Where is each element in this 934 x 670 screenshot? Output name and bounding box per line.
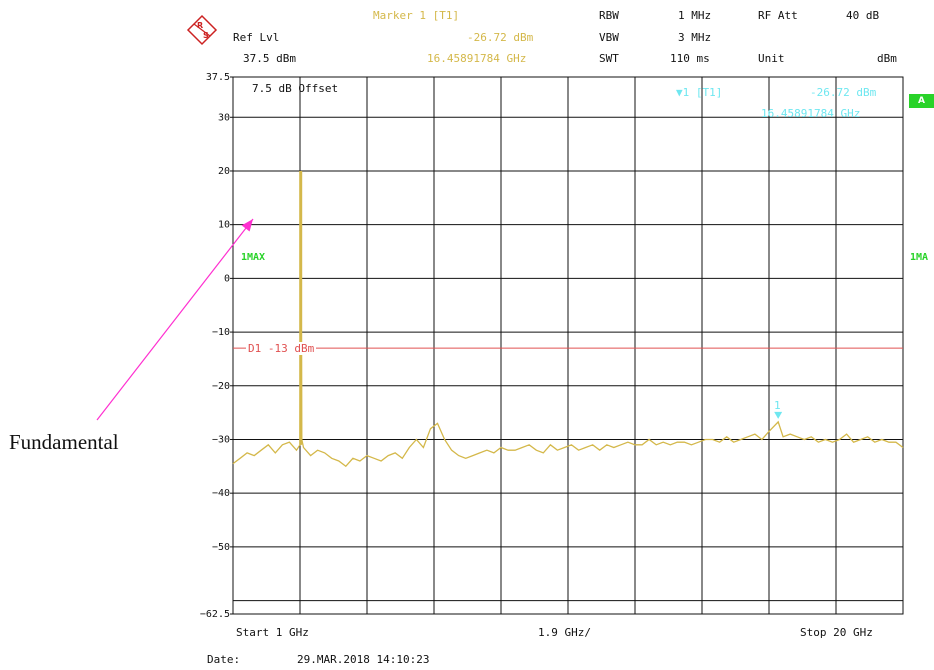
y-tick-label: 10 (218, 220, 230, 231)
marker-header-frequency: 16.45891784 GHz (427, 52, 527, 65)
stop-frequency: Stop 20 GHz (800, 626, 873, 639)
y-tick-label: −62.5 (200, 609, 230, 620)
vbw-value: 3 MHz (678, 31, 712, 44)
svg-text:R: R (197, 21, 203, 30)
vbw-label: VBW (599, 31, 619, 44)
ref-level-value: 37.5 dBm (243, 52, 296, 65)
rbw-value: 1 MHz (678, 9, 712, 22)
marker-header-label: Marker 1 [T1] (373, 9, 460, 22)
rf-att-value: 40 dB (846, 9, 880, 22)
y-tick-label: −40 (212, 488, 230, 499)
rbw-label: RBW (599, 9, 619, 22)
trace-a-badge: A (909, 94, 934, 108)
fundamental-spike (299, 170, 303, 445)
y-tick-label: 30 (218, 112, 230, 123)
date-label: Date: (207, 653, 241, 666)
y-tick-label: 37.5 (206, 72, 230, 83)
y-tick-label: 0 (224, 273, 230, 284)
y-tick-label: −20 (212, 381, 230, 392)
start-frequency: Start 1 GHz (236, 626, 309, 639)
y-tick-label: 20 (218, 166, 230, 177)
trace-right-label: 1MA (910, 252, 929, 263)
marker-point-label: 1 (774, 399, 781, 412)
rs-logo-icon: R S (186, 14, 218, 46)
rf-att-label: RF Att (758, 9, 798, 22)
marker-readout-level: -26.72 dBm (810, 86, 877, 99)
marker-point (774, 411, 783, 419)
y-tick-label: −30 (212, 434, 230, 445)
y-tick-label: −10 (212, 327, 230, 338)
marker-readout-frequency: 16.45891784 GHz (761, 107, 861, 120)
swt-label: SWT (599, 52, 619, 65)
y-tick-label: −50 (212, 542, 230, 553)
trace-left-label: 1MAX (241, 252, 266, 263)
annotation-arrow-line (96, 218, 254, 421)
marker-header-level: -26.72 dBm (467, 31, 534, 44)
unit-value: dBm (877, 52, 897, 65)
annotation-arrow-head-icon (241, 219, 253, 232)
svg-text:S: S (203, 31, 209, 40)
offset-label: 7.5 dB Offset (252, 82, 339, 95)
display-line-label: D1 -13 dBm (246, 342, 317, 355)
spectrum-trace (232, 170, 904, 468)
date-value: 29.MAR.2018 14:10:23 (297, 653, 430, 666)
ref-level-label: Ref Lvl (233, 31, 280, 44)
unit-label: Unit (758, 52, 785, 65)
marker-tag: ▼1 [T1] (676, 86, 723, 99)
fundamental-annotation: Fundamental (9, 430, 119, 454)
swt-value: 110 ms (670, 52, 710, 65)
span-per-division: 1.9 GHz/ (538, 626, 591, 639)
marker-triangle-icon: ▼ (676, 86, 683, 99)
